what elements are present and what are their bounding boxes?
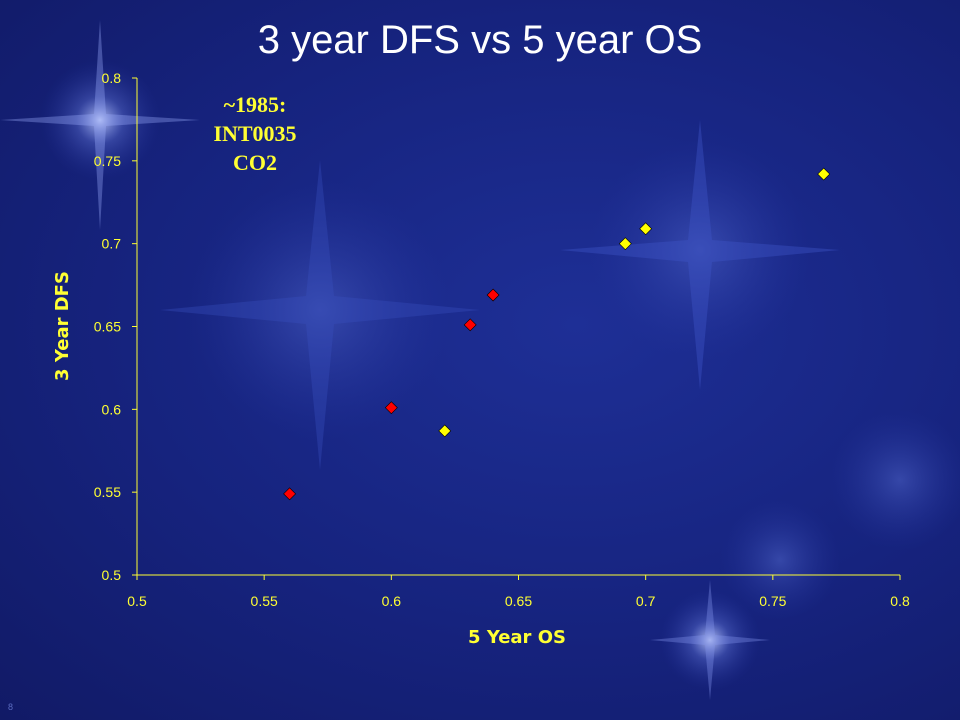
- star-shape: [720, 410, 960, 620]
- slide-title: 3 year DFS vs 5 year OS: [257, 18, 703, 62]
- x-tick-label: 0.55: [251, 593, 278, 609]
- y-tick-label: 0.7: [102, 236, 122, 252]
- data-point: [817, 167, 831, 181]
- chart-points: [283, 167, 831, 501]
- x-axis-title: 5 Year OS: [468, 627, 566, 648]
- annotation-line: CO2: [233, 150, 277, 175]
- x-tick-label: 0.8: [890, 593, 910, 609]
- data-point: [438, 424, 452, 438]
- annotation-line: INT0035: [213, 121, 297, 146]
- x-tick-label: 0.7: [636, 593, 656, 609]
- data-point: [486, 288, 500, 302]
- x-tick-label: 0.65: [505, 593, 532, 609]
- chart-annotation: ~1985: INT0035 CO2: [190, 90, 320, 177]
- star-shape: [0, 20, 200, 230]
- star-shape: [160, 160, 480, 470]
- data-point: [618, 237, 632, 251]
- data-point: [283, 487, 297, 501]
- data-point: [384, 401, 398, 415]
- y-tick-label: 0.65: [94, 319, 121, 335]
- y-axis-title: 3 Year DFS: [52, 271, 73, 381]
- data-point: [639, 222, 653, 236]
- y-tick-label: 0.8: [102, 70, 122, 86]
- chart-axes: 0.5 0.55 0.6 0.65 0.7 0.75 0.8 0.5 0.55 0.6 0.65 0.…: [94, 70, 910, 609]
- y-tick-label: 0.6: [102, 401, 122, 417]
- y-tick-label: 0.55: [94, 484, 121, 500]
- star-shape: [560, 120, 840, 390]
- x-tick-label: 0.6: [382, 593, 402, 609]
- data-point: [463, 318, 477, 332]
- page-number: 8: [8, 702, 14, 712]
- x-tick-label: 0.75: [759, 593, 786, 609]
- annotation-line: ~1985:: [223, 92, 287, 117]
- x-tick-label: 0.5: [127, 593, 147, 609]
- y-tick-label: 0.5: [102, 567, 122, 583]
- star-shape: [650, 580, 770, 700]
- y-tick-label: 0.75: [94, 153, 121, 169]
